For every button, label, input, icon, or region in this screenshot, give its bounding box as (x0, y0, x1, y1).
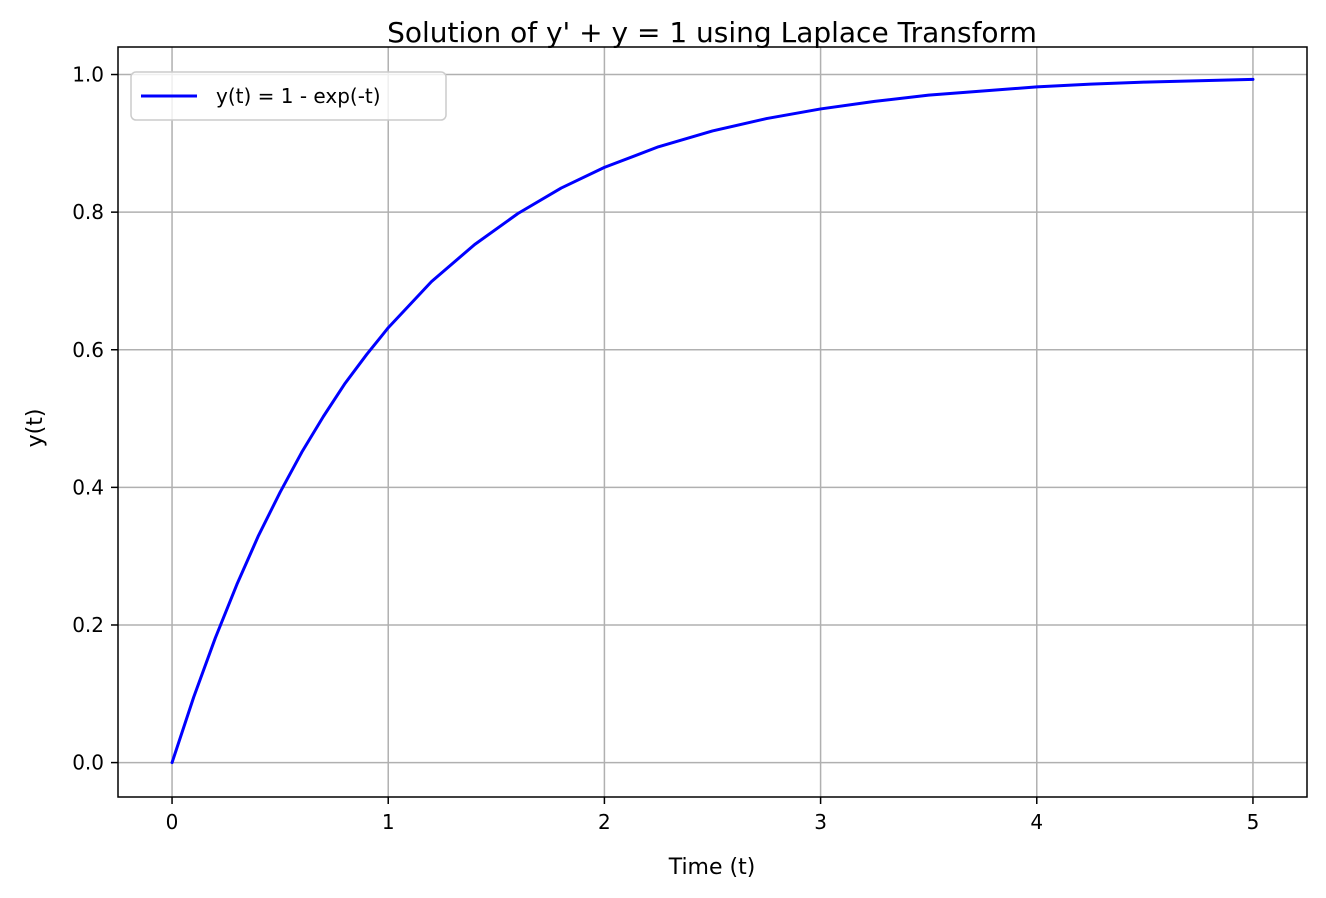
data-point (516, 212, 520, 215)
legend: y(t) = 1 - exp(-t) (130, 71, 447, 121)
x-axis-label: Time (t) (668, 855, 756, 880)
data-point (278, 490, 282, 494)
data-point (711, 129, 714, 133)
data-point (322, 415, 325, 418)
data-point (559, 186, 563, 190)
chart-title: Solution of y' + y = 1 using Laplace Tra… (387, 16, 1037, 49)
data-point (603, 166, 606, 169)
data-point (765, 117, 768, 120)
data-point (1035, 85, 1038, 89)
data-point (257, 534, 260, 537)
data-point (343, 382, 347, 385)
data-point (819, 107, 822, 111)
data-point (1197, 79, 1201, 82)
data-point (430, 280, 433, 283)
series-line (170, 77, 1255, 765)
y-tick-label: 0.8 (72, 200, 104, 224)
data-point (235, 583, 239, 586)
data-point (927, 93, 930, 97)
grid (118, 47, 1307, 797)
data-point (214, 636, 217, 640)
y-axis-label: y(t) (23, 409, 48, 448)
x-tick-label: 1 (382, 810, 395, 834)
y-tick-label: 0.2 (72, 613, 104, 637)
y-tick-label: 0.0 (72, 751, 104, 775)
x-tick-label: 0 (166, 810, 179, 834)
ticks: 0 1 2 3 4 5 0.0 0.2 0.4 0.6 0.8 1.0 (72, 63, 1259, 834)
x-tick-label: 4 (1030, 810, 1043, 834)
legend-label: y(t) = 1 - exp(-t) (216, 84, 381, 108)
data-point (1143, 80, 1147, 84)
data-point (170, 761, 174, 764)
data-point (873, 100, 876, 103)
data-point (473, 243, 476, 246)
x-tick-label: 2 (598, 810, 611, 834)
legend-box (130, 71, 447, 121)
data-point (657, 145, 660, 148)
data-point (387, 326, 390, 329)
data-point (1251, 78, 1255, 81)
series-layer (170, 77, 1255, 765)
x-tick-label: 5 (1247, 810, 1260, 834)
plot-frame (117, 46, 1308, 798)
data-point (365, 353, 368, 356)
data-point (300, 451, 303, 454)
x-tick-label: 3 (814, 810, 827, 834)
data-point (192, 696, 195, 699)
data-point (1089, 82, 1093, 86)
y-tick-label: 1.0 (72, 63, 104, 87)
y-tick-label: 0.4 (72, 475, 104, 499)
y-tick-label: 0.6 (72, 338, 104, 362)
data-point (981, 89, 984, 93)
